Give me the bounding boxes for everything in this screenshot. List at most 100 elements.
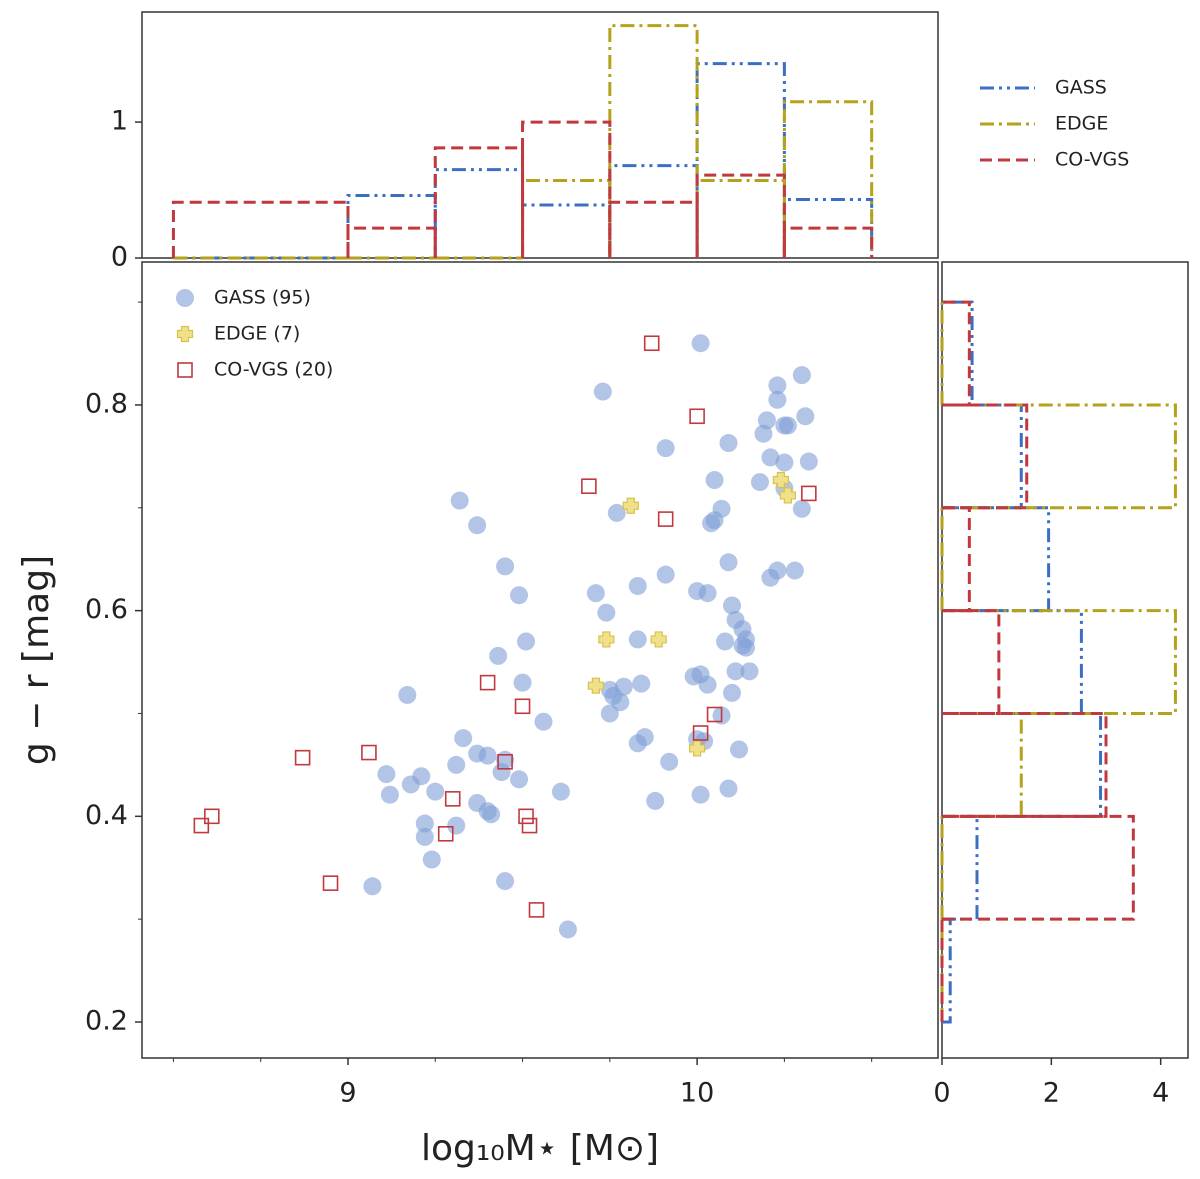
point	[656, 439, 675, 458]
hist-bin	[521, 179, 612, 258]
point	[517, 632, 536, 651]
point	[691, 785, 710, 804]
point	[380, 785, 399, 804]
hist-bin	[346, 226, 437, 258]
legend-label: GASS (95)	[214, 287, 311, 309]
legend-label: GASS	[1055, 77, 1107, 99]
point	[454, 729, 473, 748]
point	[656, 565, 675, 584]
point	[706, 706, 723, 723]
point	[510, 770, 529, 789]
point	[412, 767, 431, 786]
y-tick-label: 1	[111, 106, 128, 137]
point	[193, 817, 210, 834]
point	[558, 920, 577, 939]
point	[447, 816, 466, 835]
y-axis-label: g − r [mag]	[16, 555, 57, 765]
point	[534, 712, 553, 731]
hist-bin	[942, 609, 1177, 715]
point	[688, 730, 707, 749]
point	[698, 675, 717, 694]
hist-bin	[942, 403, 1023, 510]
point	[415, 814, 434, 833]
hist-bin	[521, 203, 612, 258]
right-frame	[941, 261, 1189, 1059]
hist-bin	[782, 100, 874, 258]
hist-bin	[942, 711, 1023, 818]
point	[204, 808, 220, 825]
point	[600, 704, 619, 723]
point	[398, 685, 417, 704]
hist-bin	[433, 146, 525, 258]
point	[497, 754, 513, 770]
x-tick-label: 2	[1043, 1078, 1060, 1109]
top-frame	[141, 11, 939, 259]
hist-bin	[695, 62, 786, 258]
legend-marker	[176, 289, 194, 307]
point	[632, 674, 651, 693]
point	[689, 408, 705, 425]
point	[643, 335, 660, 352]
point	[691, 334, 710, 353]
point	[551, 782, 570, 801]
hist-bin	[433, 168, 525, 258]
point	[361, 744, 377, 761]
hist-bin	[942, 609, 1001, 715]
hist-bin	[942, 814, 979, 921]
hist-bin	[942, 300, 974, 407]
x-tick-label: 9	[339, 1078, 356, 1109]
point	[437, 826, 454, 842]
point	[792, 366, 811, 385]
y-tick-label: 0.2	[85, 1006, 128, 1037]
point	[796, 407, 815, 426]
hist-bin	[608, 24, 699, 258]
hist-bin	[942, 711, 1108, 818]
point	[730, 740, 748, 759]
point	[593, 382, 612, 401]
legend-label: EDGE (7)	[214, 323, 300, 345]
x-tick-label: 10	[680, 1078, 714, 1109]
point	[586, 584, 605, 603]
point	[628, 630, 647, 649]
point	[719, 779, 738, 798]
point	[496, 872, 515, 891]
legend-label: EDGE	[1055, 113, 1108, 135]
hist-bin	[942, 403, 1177, 510]
point	[415, 827, 434, 846]
point	[740, 662, 759, 681]
point	[761, 568, 780, 587]
point	[761, 448, 780, 467]
point	[646, 791, 665, 810]
x-tick-label: 0	[933, 1078, 950, 1109]
y-tick-label: 0.4	[85, 800, 128, 831]
y-tick-label: 0.8	[85, 388, 128, 419]
hist-bin	[695, 173, 786, 258]
hist-bin	[942, 814, 1135, 921]
point	[294, 749, 311, 766]
point	[689, 740, 706, 757]
point	[779, 487, 796, 504]
point	[587, 677, 604, 694]
point	[635, 728, 654, 747]
point	[468, 516, 487, 535]
point	[492, 763, 511, 782]
point	[719, 553, 738, 572]
point	[799, 452, 818, 471]
legend-label: CO-VGS	[1055, 149, 1129, 171]
point	[705, 471, 724, 490]
hist-bin	[608, 200, 699, 258]
hist-bin	[608, 164, 699, 258]
point	[478, 746, 497, 765]
point	[581, 478, 597, 494]
point	[692, 725, 709, 741]
point	[754, 424, 773, 443]
point	[482, 805, 501, 824]
point	[426, 782, 445, 801]
x-tick-label: 4	[1152, 1078, 1169, 1109]
point	[775, 416, 794, 435]
legend-label: CO-VGS (20)	[214, 359, 333, 381]
point	[622, 497, 639, 514]
point	[322, 875, 339, 891]
point	[607, 503, 626, 522]
